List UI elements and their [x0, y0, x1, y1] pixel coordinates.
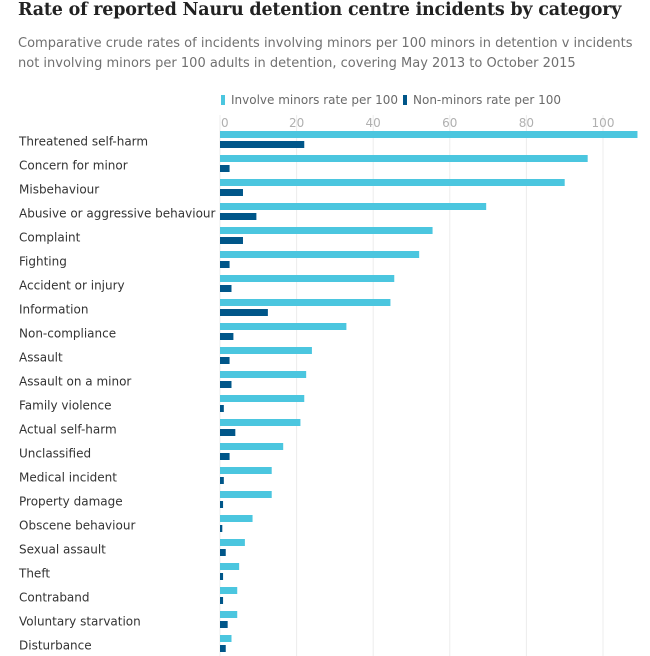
bar-minors: [220, 347, 312, 354]
category-label: Contraband: [19, 591, 90, 605]
bar-minors: [220, 467, 272, 474]
category-label: Medical incident: [19, 471, 117, 485]
category-label: Fighting: [19, 255, 67, 269]
category-label: Misbehaviour: [19, 183, 99, 197]
bar-minors: [220, 299, 391, 306]
category-label: Non-compliance: [19, 327, 116, 341]
category-label: Actual self-harm: [19, 423, 117, 437]
bar-minors: [220, 419, 301, 426]
x-tick-label: 100: [592, 116, 615, 130]
legend-swatch: [221, 95, 225, 105]
bar-minors: [220, 539, 245, 546]
category-label: Assault: [19, 351, 63, 365]
category-label: Family violence: [19, 399, 112, 413]
category-label: Unclassified: [19, 447, 91, 461]
chart-subtitle: Comparative crude rates of incidents inv…: [18, 36, 633, 71]
bar-non-minors: [220, 213, 257, 220]
category-label: Voluntary starvation: [19, 615, 141, 629]
bar-non-minors: [220, 237, 243, 244]
bar-minors: [220, 443, 284, 450]
bar-non-minors: [220, 141, 305, 148]
bar-minors: [220, 611, 238, 618]
x-tick-label: 0: [221, 116, 229, 130]
bar-non-minors: [220, 357, 230, 364]
bar-minors: [220, 179, 565, 186]
bar-minors: [220, 275, 395, 282]
category-label: Property damage: [19, 495, 123, 509]
bar-non-minors: [220, 597, 224, 604]
category-label: Accident or injury: [19, 279, 125, 293]
bar-minors: [220, 563, 240, 570]
bar-non-minors: [220, 189, 243, 196]
category-label: Information: [19, 303, 88, 317]
x-tick-label: 80: [519, 116, 534, 130]
category-label: Theft: [18, 567, 50, 581]
bar-minors: [220, 131, 638, 138]
category-label: Abusive or aggressive behaviour: [19, 207, 216, 221]
bar-minors: [220, 635, 232, 642]
bar-non-minors: [220, 285, 232, 292]
x-tick-label: 20: [289, 116, 304, 130]
bar-non-minors: [220, 645, 226, 652]
bar-minors: [220, 203, 487, 210]
category-label: Sexual assault: [19, 543, 106, 557]
category-label: Disturbance: [19, 639, 92, 653]
bar-minors: [220, 395, 305, 402]
bar-minors: [220, 155, 588, 162]
bar-non-minors: [220, 165, 230, 172]
bar-non-minors: [220, 333, 234, 340]
bar-non-minors: [220, 549, 226, 556]
bar-non-minors: [220, 405, 224, 412]
bar-non-minors: [220, 501, 224, 508]
legend-swatch: [403, 95, 407, 105]
bar-non-minors: [220, 453, 230, 460]
bar-non-minors: [220, 429, 236, 436]
bar-minors: [220, 251, 420, 258]
bar-minors: [220, 515, 253, 522]
legend-label: Non-minors rate per 100: [413, 93, 561, 107]
chart-title: Rate of reported Nauru detention centre …: [18, 0, 622, 20]
bar-minors: [220, 587, 238, 594]
bar-non-minors: [220, 381, 232, 388]
category-label: Obscene behaviour: [19, 519, 135, 533]
category-label: Concern for minor: [19, 159, 128, 173]
legend-label: Involve minors rate per 100: [231, 93, 398, 107]
x-tick-label: 40: [366, 116, 381, 130]
x-tick-label: 60: [442, 116, 457, 130]
bar-minors: [220, 371, 307, 378]
bar-non-minors: [220, 525, 223, 532]
bar-non-minors: [220, 261, 230, 268]
category-label: Threatened self-harm: [18, 135, 148, 149]
category-label: Complaint: [19, 231, 81, 245]
category-label: Assault on a minor: [19, 375, 131, 389]
bar-non-minors: [220, 477, 224, 484]
bar-minors: [220, 491, 272, 498]
bar-non-minors: [220, 573, 224, 580]
bar-non-minors: [220, 621, 228, 628]
bar-minors: [220, 323, 347, 330]
bar-minors: [220, 227, 433, 234]
bar-non-minors: [220, 309, 268, 316]
